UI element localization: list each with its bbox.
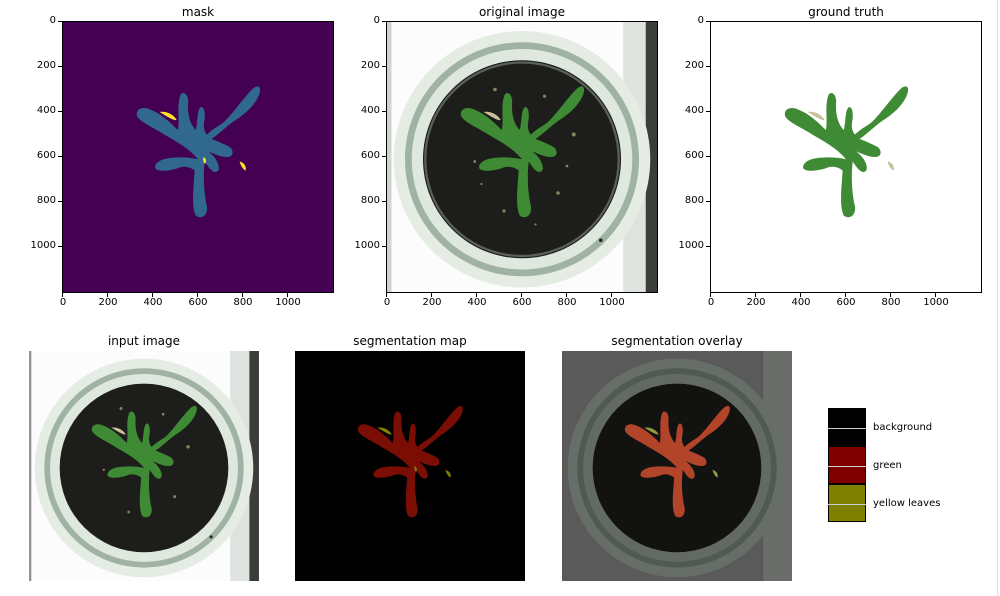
y-tick-mark [706,66,710,67]
x-tick-mark [845,293,846,297]
legend-divider [828,504,866,505]
tick-label: 600 [188,297,208,308]
x-tick-mark [890,293,891,297]
mask-title: mask [181,5,215,19]
segmentation-map [295,351,525,581]
tick-label: 1000 [678,240,704,251]
y-tick-mark [706,111,710,112]
y-tick-mark [58,156,62,157]
y-tick-mark [382,156,386,157]
x-tick-mark [107,293,108,297]
tick-label: 600 [360,150,380,161]
legend-label-yellow-leaves: yellow leaves [873,498,941,509]
tick-label: 0 [383,297,391,308]
x-tick-mark [476,293,477,297]
tick-label: 400 [360,105,380,116]
tick-label: 400 [791,297,811,308]
ground-truth-image [711,22,981,292]
original-title: original image [478,5,566,19]
ground-truth-axes [710,21,982,293]
y-tick-mark [382,201,386,202]
segmentation-overlay-title: segmentation overlay [611,334,743,348]
tick-label: 600 [836,297,856,308]
x-tick-mark [242,293,243,297]
tick-label: 400 [467,297,487,308]
x-tick-mark [710,293,711,297]
tick-label: 600 [512,297,532,308]
tick-label: 200 [422,297,442,308]
legend-label-background: background [873,422,933,433]
tick-label: 800 [557,297,577,308]
figure-right-edge [997,0,998,596]
original-axes [386,21,658,293]
input-image [29,351,259,581]
legend-divider [828,466,866,467]
tick-label: 200 [746,297,766,308]
x-tick-mark [62,293,63,297]
legend-divider [828,428,866,429]
tick-label: 0 [373,15,380,26]
legend-label-green: green [873,460,902,471]
tick-label: 800 [233,297,253,308]
tick-label: 200 [360,60,380,71]
legend-swatch-yellow-leaves [828,484,866,522]
tick-label: 600 [36,150,56,161]
legend-swatch-green [828,446,866,484]
tick-label: 0 [707,297,715,308]
y-tick-mark [706,156,710,157]
segmentation-map-title: segmentation map [353,334,467,348]
tick-label: 1000 [30,240,56,251]
x-tick-mark [287,293,288,297]
x-tick-mark [197,293,198,297]
input-image-title: input image [107,334,181,348]
tick-label: 0 [697,15,704,26]
y-tick-mark [58,246,62,247]
y-tick-mark [58,111,62,112]
ground-truth-title: ground truth [808,5,884,19]
x-tick-mark [386,293,387,297]
x-tick-mark [755,293,756,297]
tick-label: 800 [684,195,704,206]
x-tick-mark [566,293,567,297]
y-tick-mark [58,201,62,202]
tick-label: 0 [49,15,56,26]
y-tick-mark [382,66,386,67]
y-tick-mark [382,21,386,22]
x-tick-mark [521,293,522,297]
y-tick-mark [58,66,62,67]
tick-label: 1000 [354,240,380,251]
tick-label: 600 [684,150,704,161]
x-tick-mark [935,293,936,297]
y-tick-mark [382,246,386,247]
x-tick-mark [800,293,801,297]
y-tick-mark [706,246,710,247]
legend-swatch-background [828,408,866,446]
x-tick-mark [431,293,432,297]
tick-label: 1000 [275,297,301,308]
tick-label: 200 [98,297,118,308]
mask-image [63,22,333,292]
x-tick-mark [611,293,612,297]
original-image [387,22,657,292]
tick-label: 800 [881,297,901,308]
x-tick-mark [152,293,153,297]
tick-label: 200 [36,60,56,71]
tick-label: 800 [360,195,380,206]
tick-label: 0 [59,297,67,308]
tick-label: 400 [143,297,163,308]
tick-label: 800 [36,195,56,206]
mask-axes [62,21,334,293]
y-tick-mark [706,201,710,202]
tick-label: 1000 [923,297,949,308]
tick-label: 400 [684,105,704,116]
tick-label: 400 [36,105,56,116]
y-tick-mark [706,21,710,22]
tick-label: 1000 [599,297,625,308]
y-tick-mark [382,111,386,112]
tick-label: 200 [684,60,704,71]
segmentation-overlay [562,351,792,581]
y-tick-mark [58,21,62,22]
